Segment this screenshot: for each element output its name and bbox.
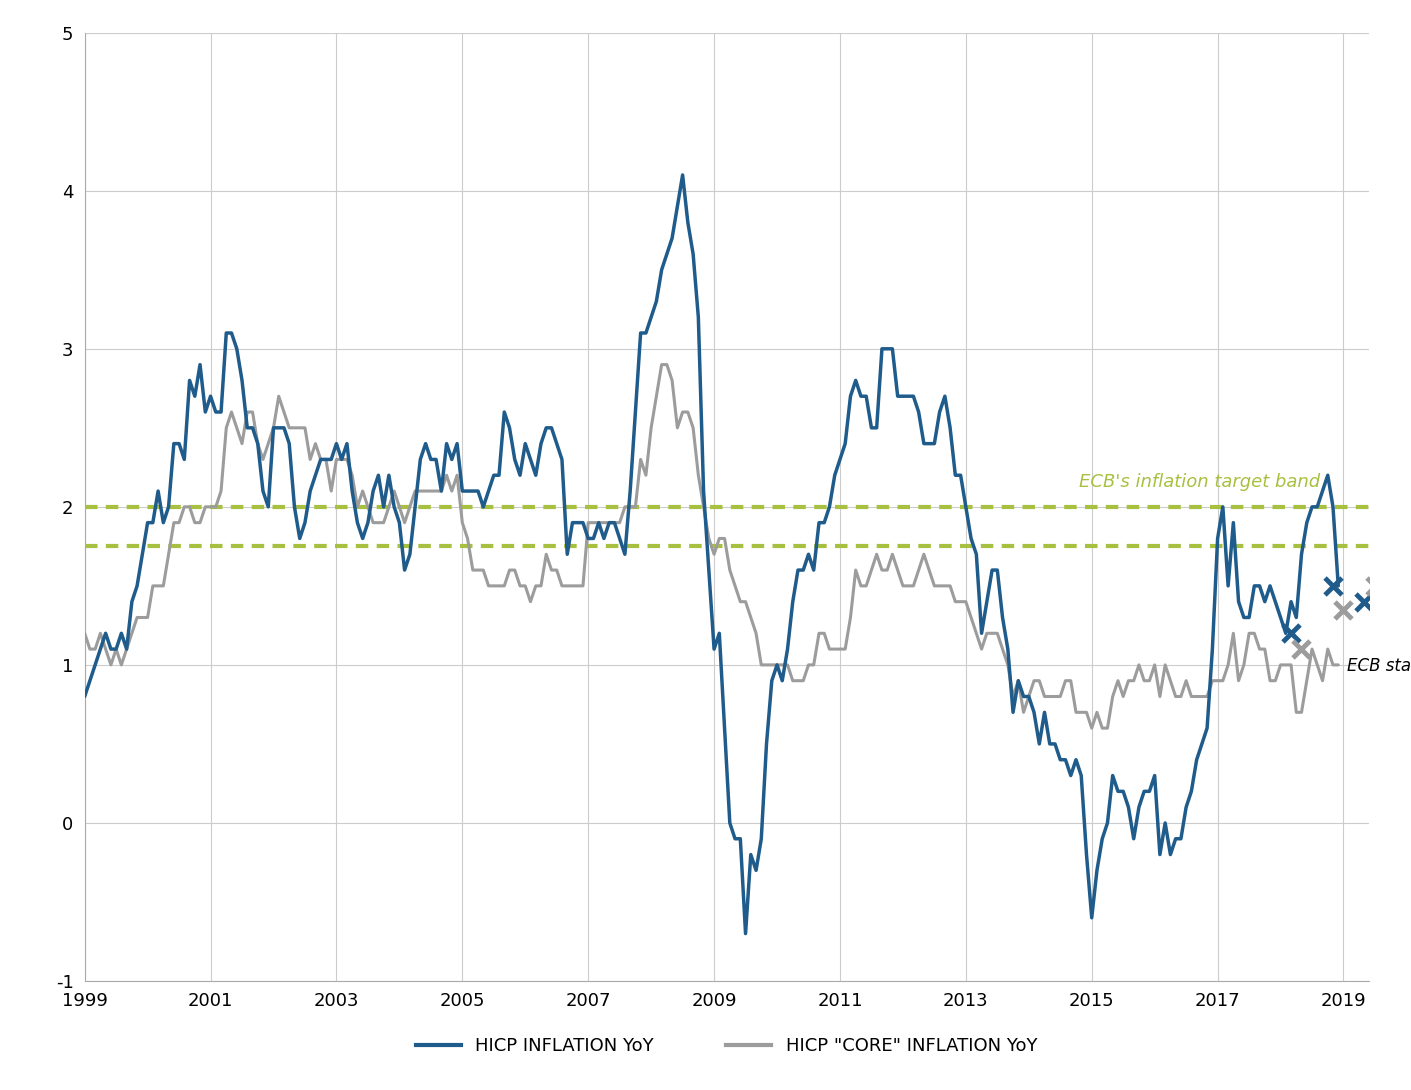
Point xyxy=(1322,578,1345,595)
Point xyxy=(1353,593,1376,610)
Legend: HICP INFLATION YoY, HICP "CORE" INFLATION YoY: HICP INFLATION YoY, HICP "CORE" INFLATIO… xyxy=(409,1030,1044,1062)
Point xyxy=(1363,578,1386,595)
Text: ECB's inflation target band: ECB's inflation target band xyxy=(1079,473,1321,490)
Point xyxy=(1384,569,1407,586)
Text: ECB staff: ECB staff xyxy=(1346,657,1411,675)
Point xyxy=(1332,601,1355,618)
Point xyxy=(1290,641,1312,658)
Point xyxy=(1280,625,1302,642)
